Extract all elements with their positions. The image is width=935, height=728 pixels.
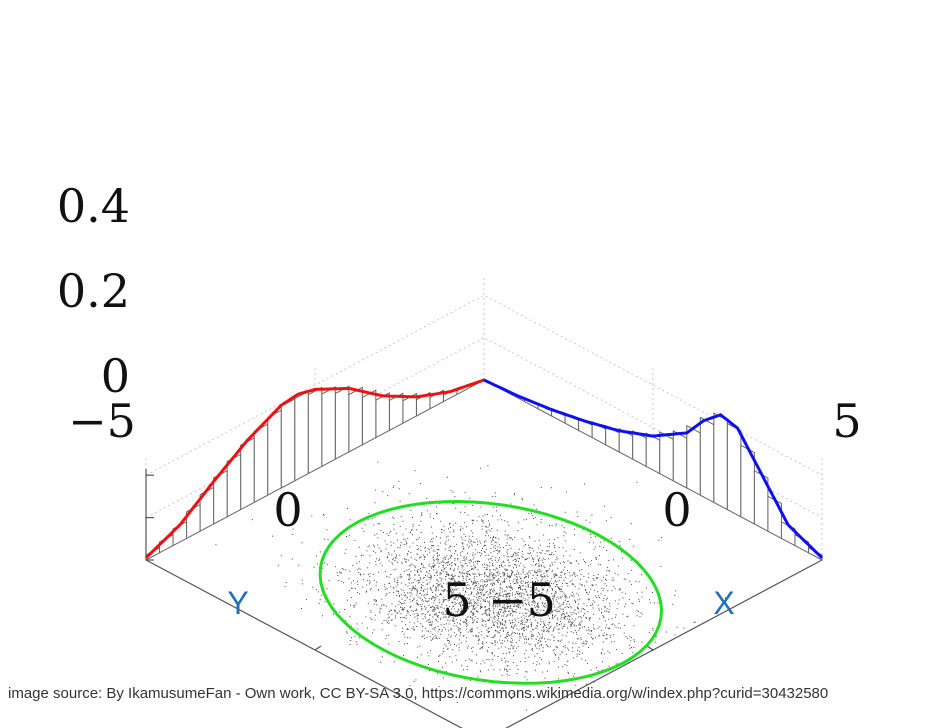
y-histogram-bar [199, 486, 215, 533]
x-tick-mark [314, 645, 322, 651]
x-axis-label: X [713, 585, 734, 621]
x-histogram-bar [726, 422, 742, 518]
x-tick-label: −5 [488, 573, 556, 627]
y-histogram-bar [213, 469, 228, 525]
y-histogram-bar [253, 423, 269, 504]
z-tick-label: 0.4 [57, 179, 130, 233]
y-histogram-bar [334, 385, 350, 461]
x-histogram-bar [699, 416, 715, 504]
x-histogram-bar [794, 533, 809, 554]
y-histogram-bar [294, 390, 309, 482]
y-axis-label: Y [227, 585, 248, 621]
x-tick-label: 5 [832, 394, 861, 448]
x-histogram-bar [740, 444, 755, 525]
y-histogram-bar [348, 386, 363, 453]
confidence-ellipse-group [318, 499, 664, 685]
y-tick-label: −5 [68, 394, 136, 448]
x-marginal-histogram [483, 378, 823, 561]
z-tick-label: 0 [101, 349, 130, 403]
y-histogram-bar [240, 437, 255, 511]
y-histogram-bar [145, 546, 161, 561]
y-histogram-bar [307, 386, 323, 475]
y-histogram-bar [361, 389, 377, 446]
y-tick-mark [646, 645, 654, 651]
marginal-curves [144, 378, 824, 559]
x-tick-label: 0 [662, 483, 691, 537]
x-histogram-bar [672, 430, 688, 489]
x-histogram-bar [767, 495, 782, 540]
x-marginal-curve [483, 378, 824, 559]
y-marginal-curve [144, 378, 485, 559]
y-tick-label: 5 [442, 573, 471, 627]
y-histogram-bar [321, 386, 336, 468]
y-histogram-bar [388, 392, 404, 432]
y-tick-label: 0 [273, 483, 302, 537]
y-marginal-histogram [145, 377, 485, 561]
z-tick-label: 0.2 [57, 264, 130, 318]
x-histogram-bar [807, 546, 823, 561]
y-histogram-bar [226, 453, 242, 518]
y-histogram-bar [280, 398, 296, 489]
x-histogram-bar [753, 469, 769, 533]
confidence-ellipse [318, 499, 664, 685]
x-histogram-bar [632, 430, 647, 468]
y-histogram-bar [375, 392, 390, 439]
x-histogram-bar [713, 412, 728, 511]
y-histogram-bar [159, 533, 174, 554]
image-credit: image source: By IkamusumeFan - Own work… [8, 685, 829, 702]
x-histogram-bar [659, 431, 674, 482]
x-histogram-bar [645, 432, 661, 475]
